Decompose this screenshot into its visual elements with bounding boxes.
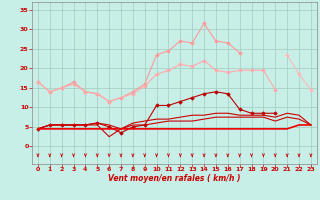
X-axis label: Vent moyen/en rafales ( km/h ): Vent moyen/en rafales ( km/h ): [108, 174, 241, 183]
